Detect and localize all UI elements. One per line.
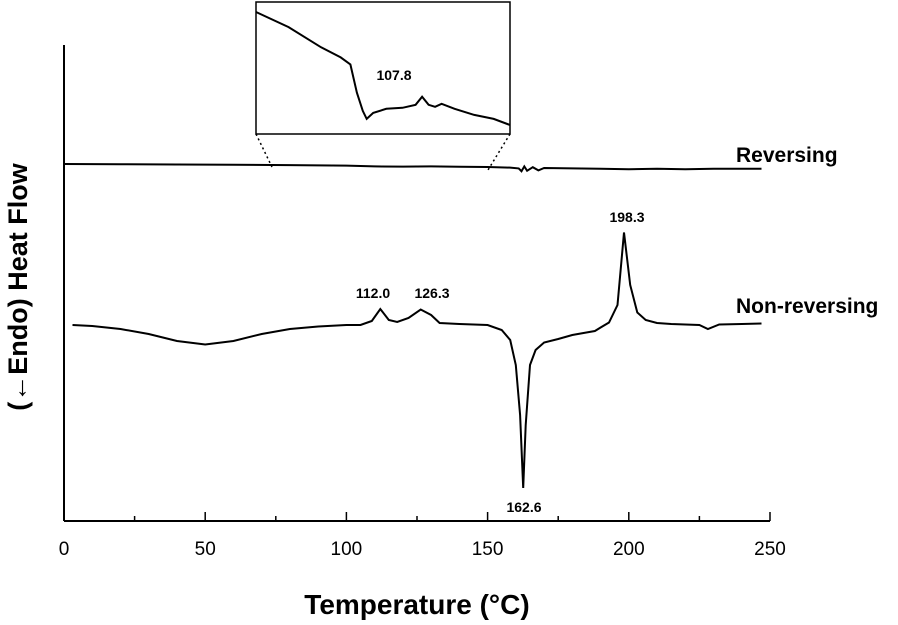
peak-label-112: 112.0 (356, 285, 390, 301)
inset-connector-right (487, 133, 511, 171)
series-line-reversing (63, 163, 762, 173)
series-label-non-reversing: Non-reversing (736, 295, 878, 318)
x-tick-label-250: 250 (754, 539, 786, 560)
y-axis-title: (←Endo) Heat Flow (3, 162, 33, 410)
peak-label-162: 162.6 (506, 499, 541, 515)
inset-series-line (255, 11, 511, 126)
series-label-reversing: Reversing (736, 144, 838, 167)
x-tick-label-200: 200 (613, 539, 645, 560)
x-tick-label-150: 150 (472, 539, 504, 560)
inset-peak-label: 107.8 (376, 67, 411, 83)
x-axis-tick-labels: 0 50 100 150 200 250 (59, 539, 786, 560)
x-axis-title: Temperature (°C) (304, 589, 529, 620)
peak-label-126: 126.3 (414, 285, 449, 301)
series-line-non-reversing (72, 232, 762, 489)
peak-label-198: 198.3 (609, 209, 644, 225)
x-axis-ticks (63, 512, 771, 521)
x-tick-label-0: 0 (59, 539, 70, 560)
inset-connector-left (255, 133, 273, 168)
x-tick-label-100: 100 (331, 539, 363, 560)
x-tick-label-50: 50 (195, 539, 216, 560)
